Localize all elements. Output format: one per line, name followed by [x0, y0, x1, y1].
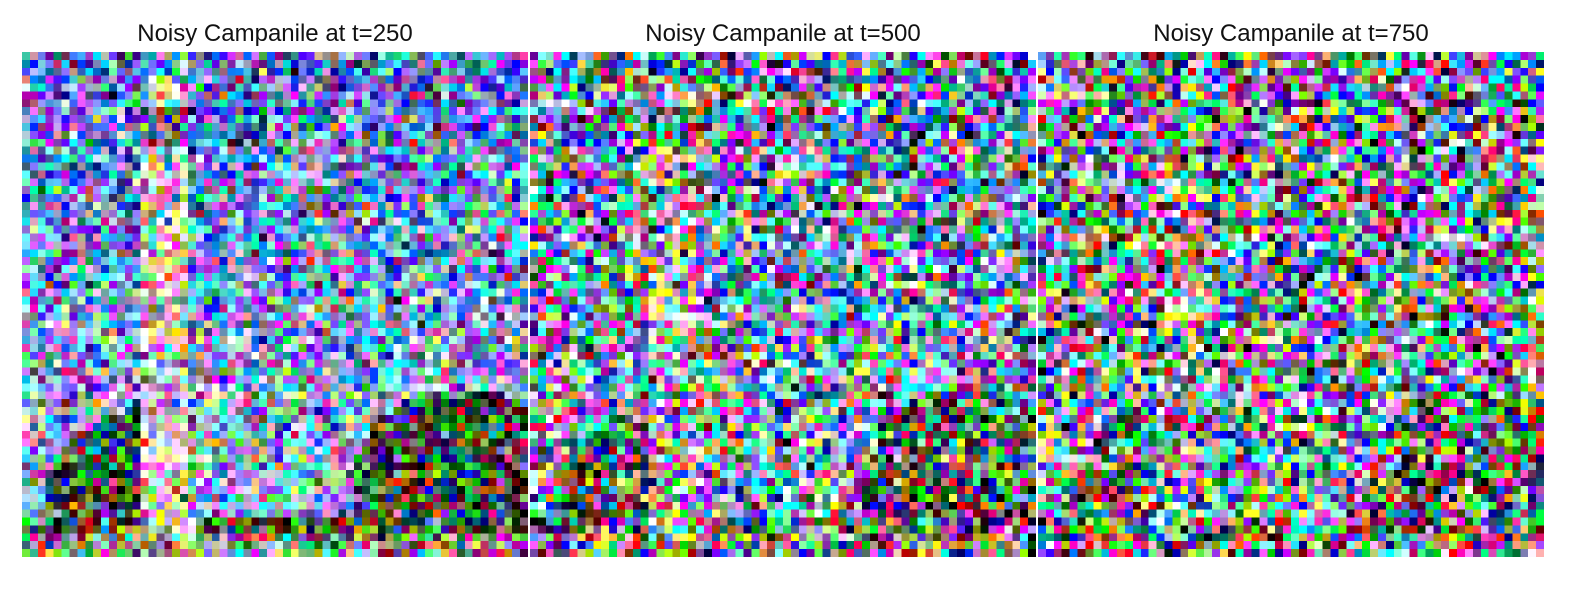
noisy-image — [1038, 52, 1544, 557]
noisy-image — [530, 52, 1036, 557]
noisy-image — [22, 52, 528, 557]
panel-t500: Noisy Campanile at t=500 — [530, 0, 1036, 560]
panel-title: Noisy Campanile at t=250 — [137, 20, 413, 47]
panel-title: Noisy Campanile at t=500 — [645, 20, 921, 47]
panel-t250: Noisy Campanile at t=250 — [22, 0, 528, 560]
panel-title: Noisy Campanile at t=750 — [1153, 20, 1429, 47]
panel-t750: Noisy Campanile at t=750 — [1038, 0, 1544, 560]
